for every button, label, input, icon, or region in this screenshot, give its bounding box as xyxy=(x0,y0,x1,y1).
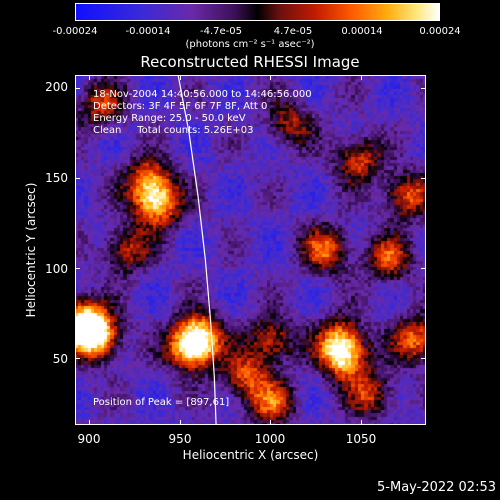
x-axis-label: Heliocentric X (arcsec) xyxy=(182,448,319,462)
y-tick-label: 150 xyxy=(45,171,68,185)
x-tick-label: 900 xyxy=(77,432,101,446)
y-tick-mark xyxy=(75,87,80,89)
x-tick-mark xyxy=(89,75,91,80)
info-detectors: Detectors: 3F 4F 5F 6F 7F 8F, Att 0 xyxy=(93,101,268,112)
y-tick-label: 200 xyxy=(45,80,68,94)
y-axis-label: Heliocentric Y (arcsec) xyxy=(24,182,38,318)
x-tick-mark xyxy=(270,420,272,425)
colorbar-tick-label: 0.00024 xyxy=(419,26,461,37)
colorbar-tick-label: 0.00014 xyxy=(341,26,383,37)
info-clean-counts: Clean Total counts: 5.26E+03 xyxy=(93,125,254,136)
x-tick-mark xyxy=(179,420,181,425)
x-tick-label: 950 xyxy=(168,432,192,446)
y-tick-mark xyxy=(75,358,80,360)
y-tick-label: 50 xyxy=(52,352,68,366)
y-tick-mark xyxy=(421,268,426,270)
colorbar-tick-label: -0.00024 xyxy=(52,26,98,37)
x-tick-mark xyxy=(179,75,181,80)
x-tick-mark xyxy=(360,75,362,80)
timestamp: 5-May-2022 02:53 xyxy=(377,480,496,495)
info-peak-position: Position of Peak = [897,61] xyxy=(93,397,230,408)
x-tick-label: 1050 xyxy=(345,432,377,446)
solar-limb-curve xyxy=(177,75,217,425)
y-tick-mark xyxy=(421,177,426,179)
colorbar-tick-label: -0.00014 xyxy=(125,26,171,37)
y-tick-mark xyxy=(75,268,80,270)
info-energy-range: Energy Range: 25.0 - 50.0 keV xyxy=(93,113,246,124)
chart-title: Reconstructed RHESSI Image xyxy=(140,53,360,71)
info-time-range: 18-Nov-2004 14:40:56.000 to 14:46:56.000 xyxy=(93,89,312,100)
x-tick-mark xyxy=(270,75,272,80)
colorbar-units: (photons cm⁻² s⁻¹ asec⁻²) xyxy=(185,39,315,50)
x-tick-mark xyxy=(89,420,91,425)
y-tick-mark xyxy=(421,358,426,360)
plot-area xyxy=(75,75,426,425)
x-tick-label: 1000 xyxy=(254,432,286,446)
x-tick-mark xyxy=(360,420,362,425)
colorbar-tick-label: -4.7e-05 xyxy=(200,26,242,37)
y-tick-mark xyxy=(421,87,426,89)
colorbar xyxy=(75,3,440,21)
y-tick-mark xyxy=(75,177,80,179)
heatmap-image xyxy=(75,75,426,425)
y-tick-label: 100 xyxy=(45,262,68,276)
colorbar-tick-label: 4.7e-05 xyxy=(273,26,313,37)
plot-overlay xyxy=(177,75,217,425)
